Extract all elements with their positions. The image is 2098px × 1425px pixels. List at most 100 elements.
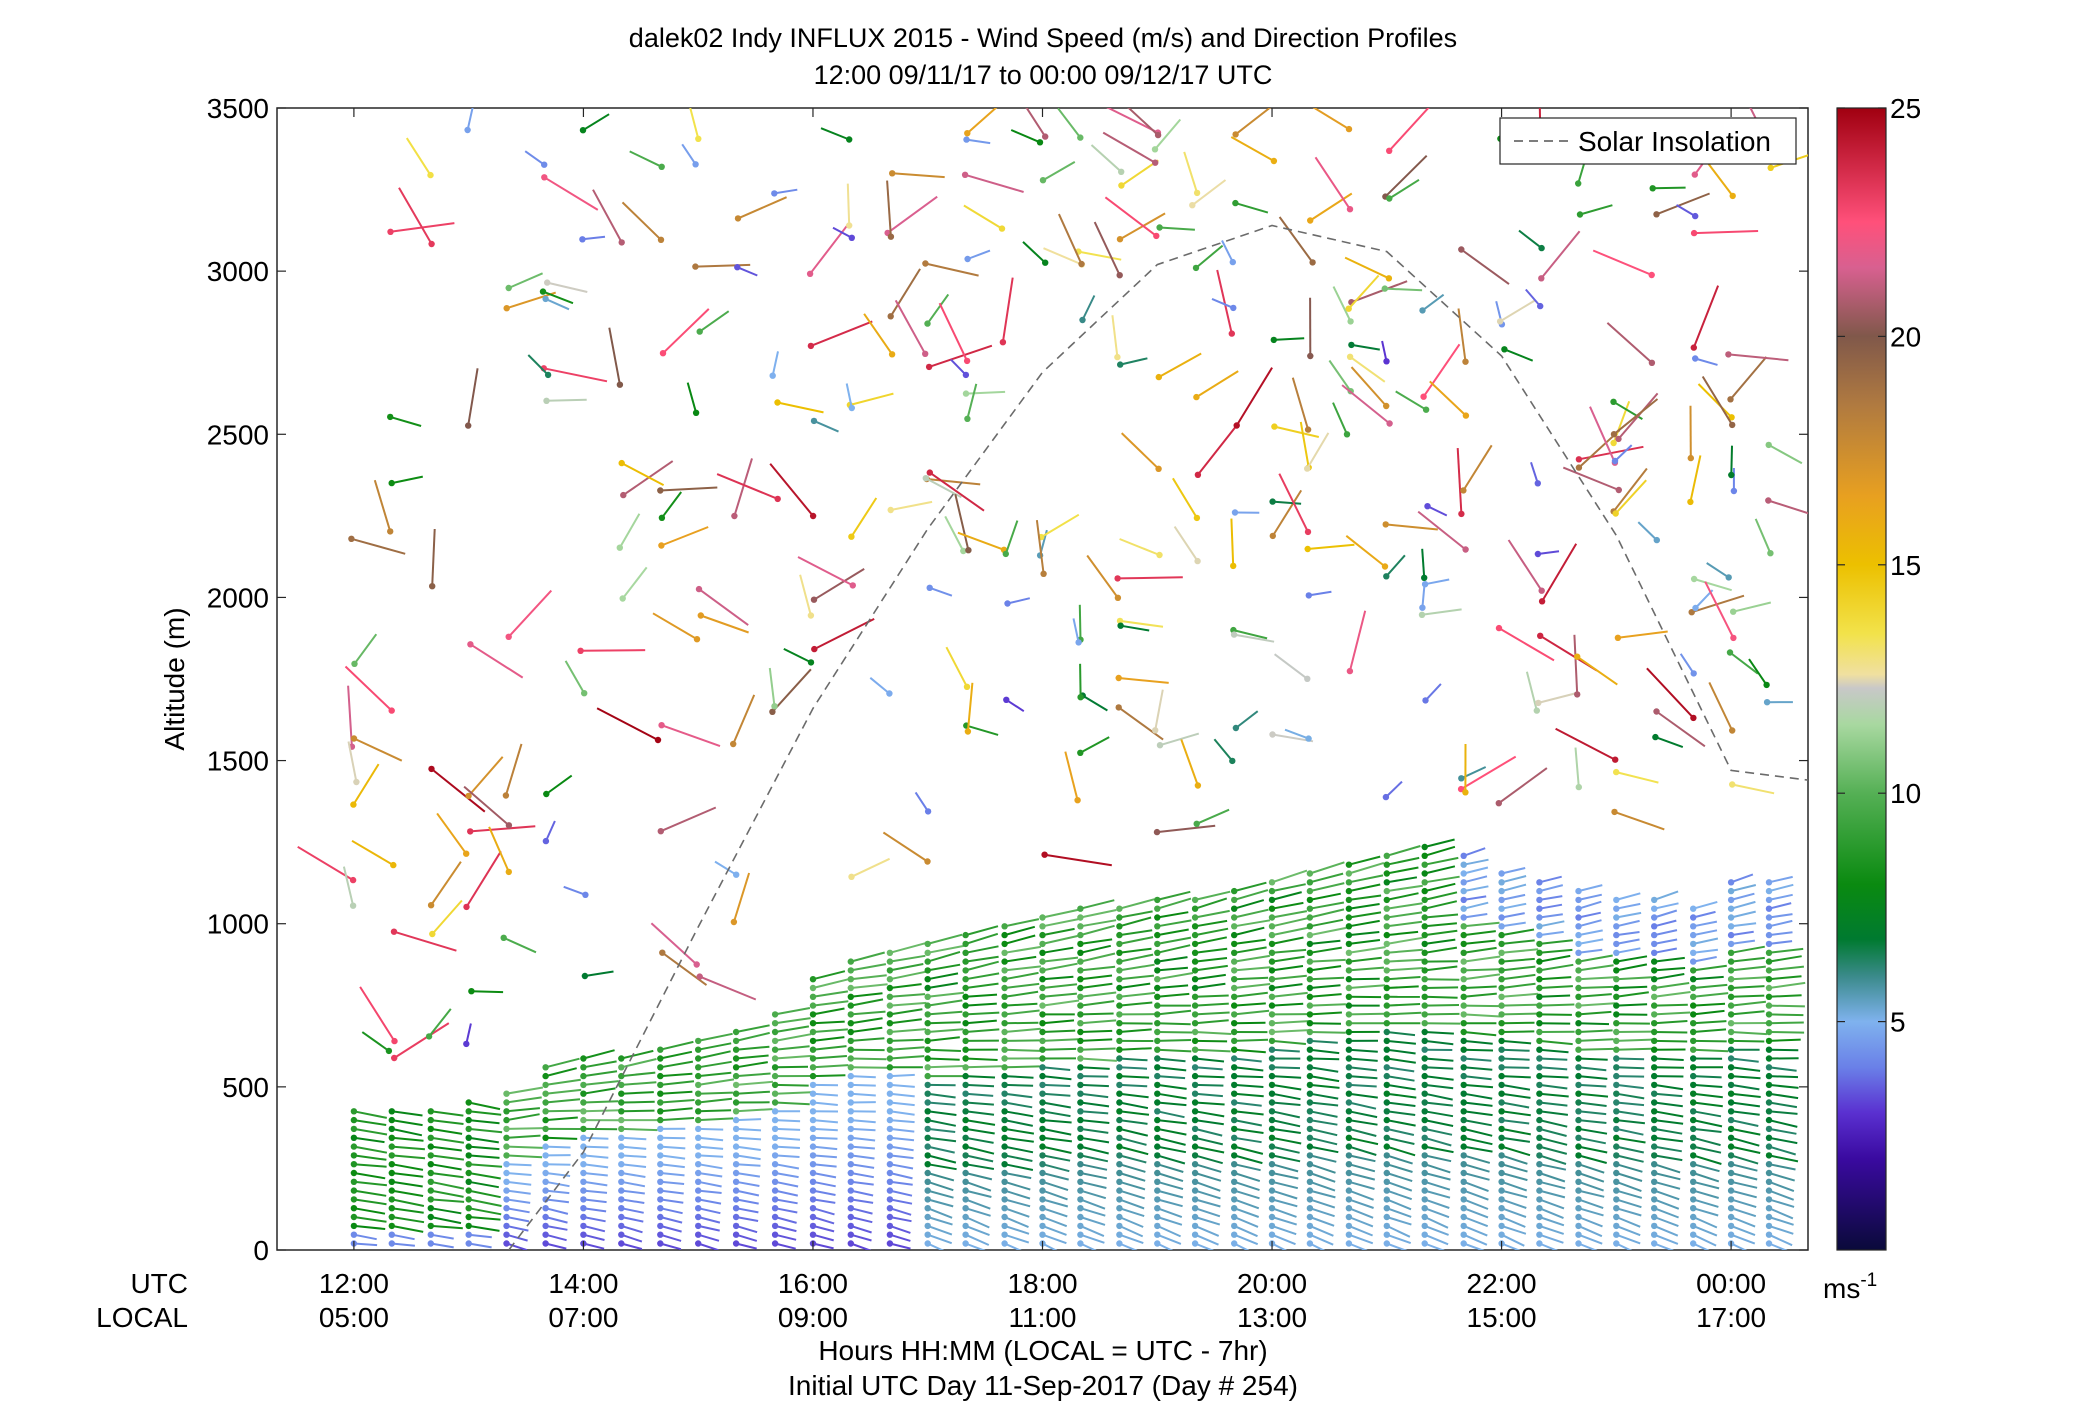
wind-barb — [1154, 1213, 1183, 1226]
wind-barb — [962, 1081, 995, 1089]
x-tick-label-utc: 16:00 — [778, 1268, 848, 1299]
wind-barb — [1231, 1046, 1266, 1054]
wind-barb — [1191, 1196, 1221, 1208]
wind-barb — [847, 1099, 876, 1106]
wind-barb — [1077, 1231, 1105, 1244]
wind-barb — [1498, 1205, 1527, 1218]
wind-barb — [1116, 982, 1151, 992]
wind-barb — [1424, 503, 1448, 517]
wind-barb — [1727, 1161, 1758, 1172]
wind-barb — [1613, 1116, 1646, 1125]
wind-barb — [886, 1001, 927, 1009]
wind-barb — [1765, 1002, 1805, 1009]
wind-barb — [427, 1187, 464, 1198]
wind-barb — [962, 925, 999, 939]
wind-barb — [1345, 1002, 1380, 1009]
wind-barb — [1230, 518, 1237, 570]
wind-barb — [427, 1222, 463, 1230]
wind-barb — [1419, 583, 1426, 611]
wind-barb — [924, 991, 965, 1000]
wind-barb — [427, 1125, 463, 1135]
wind-barb — [1001, 1009, 1040, 1018]
wind-barb — [1536, 976, 1572, 983]
wind-barb — [542, 1222, 568, 1231]
wind-barb — [1191, 1178, 1221, 1192]
wind-barb — [1306, 1011, 1342, 1018]
wind-barb — [1154, 1161, 1184, 1173]
wind-barb — [926, 469, 985, 512]
wind-barb — [886, 1143, 914, 1152]
wind-barb — [924, 1028, 964, 1036]
wind-barb — [962, 390, 1006, 397]
wind-barb — [657, 1090, 693, 1097]
wind-barb — [503, 291, 557, 312]
wind-barb — [962, 1169, 993, 1181]
wind-barb — [732, 1240, 757, 1250]
wind-barb — [1421, 1081, 1454, 1090]
wind-barb — [542, 1161, 571, 1168]
wind-barb — [771, 1081, 809, 1089]
wind-barb — [1383, 1020, 1421, 1027]
wind-barb — [1268, 1037, 1306, 1045]
wind-barb — [1765, 1116, 1798, 1128]
wind-barb — [580, 1213, 606, 1223]
wind-barb — [1154, 992, 1190, 1000]
wind-barb — [1727, 930, 1754, 939]
wind-barb — [1754, 518, 1774, 557]
wind-barb — [1575, 1108, 1607, 1116]
wind-barb — [1460, 1020, 1497, 1027]
wind-barb — [1651, 1152, 1683, 1162]
wind-barb — [1460, 895, 1487, 904]
wind-barb — [1306, 1099, 1339, 1107]
wind-barb — [1690, 1143, 1722, 1154]
wind-barb — [503, 1196, 531, 1204]
wind-barb — [1498, 1064, 1530, 1071]
wind-barb — [771, 1007, 811, 1018]
wind-barb — [1191, 1090, 1223, 1098]
wind-barb — [1383, 902, 1423, 912]
wind-barb — [1690, 956, 1717, 965]
wind-barb — [832, 226, 855, 241]
wind-barb — [954, 493, 972, 554]
wind-barb — [1306, 1213, 1335, 1227]
wind-barb — [695, 1050, 731, 1062]
wind-barb — [524, 150, 548, 168]
y-tick-label: 1000 — [207, 909, 269, 940]
wind-barb — [1690, 1240, 1710, 1250]
wind-barb — [1765, 965, 1805, 974]
wind-barb — [1536, 1125, 1567, 1137]
wind-barb — [1383, 1072, 1415, 1082]
wind-barb — [1765, 931, 1793, 939]
wind-barb — [962, 1178, 992, 1192]
wind-barb — [1118, 159, 1159, 189]
wind-barb — [695, 1116, 734, 1124]
wind-barb — [962, 1196, 991, 1210]
wind-barb — [1765, 1037, 1801, 1045]
wind-barb — [1383, 948, 1423, 956]
wind-barb — [1231, 1081, 1264, 1089]
wind-barb — [467, 641, 524, 679]
wind-barb — [809, 1169, 837, 1179]
wind-barb — [398, 187, 435, 248]
wind-barb — [1116, 898, 1155, 912]
wind-barb — [924, 1116, 956, 1127]
wind-barb — [388, 1222, 424, 1233]
wind-barb — [542, 1116, 578, 1124]
wind-barb — [1306, 1178, 1336, 1192]
wind-barb — [1421, 946, 1458, 956]
wind-barb — [1460, 1108, 1493, 1117]
wind-barb — [924, 1125, 956, 1133]
wind-barb — [1460, 973, 1501, 983]
wind-barb — [1498, 1231, 1525, 1247]
wind-barb — [1765, 1064, 1797, 1072]
wind-barb — [732, 1090, 770, 1097]
wind-barb — [1498, 939, 1535, 948]
wind-barb — [1727, 900, 1756, 912]
wind-barb — [1536, 1134, 1568, 1146]
wind-barb — [1001, 1240, 1022, 1250]
wind-barb — [1690, 1152, 1722, 1165]
wind-barb — [1651, 947, 1677, 956]
wind-barb — [1534, 550, 1560, 558]
wind-barb — [579, 113, 610, 134]
wind-barb — [1306, 976, 1345, 983]
